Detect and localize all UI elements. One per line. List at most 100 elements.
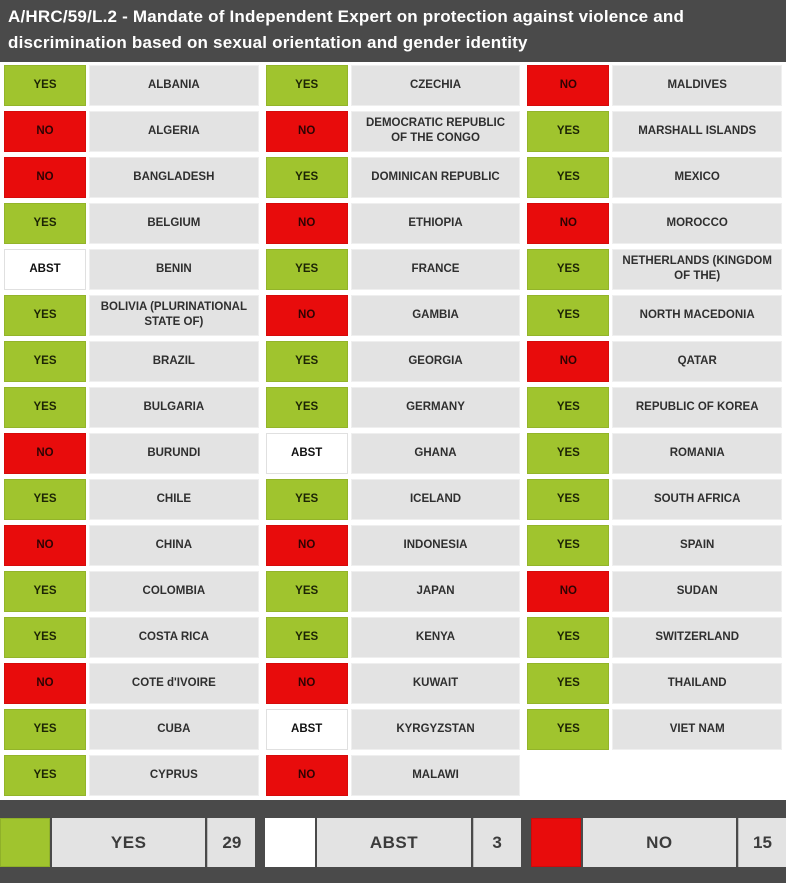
vote-row: NO BURUNDI [4,432,259,474]
country-name: BELGIUM [89,202,259,244]
vote-column-1: YES ALBANIA NO ALGERIA NO BANGLADESH YES BELGIU… [4,64,259,796]
vote-badge-no: NO [527,202,610,244]
vote-row: NO MALDIVES [527,64,783,106]
vote-row: YES KENYA [265,616,521,658]
vote-row: NO MALAWI [265,754,521,796]
country-name: BURUNDI [89,432,259,474]
summary-label-yes: YES [52,818,206,867]
vote-row: NO SUDAN [527,570,783,612]
vote-row: YES NORTH MACEDONIA [527,294,783,336]
country-name: ROMANIA [612,432,783,474]
vote-badge-yes: YES [265,570,348,612]
vote-row: NO BANGLADESH [4,156,259,198]
vote-row: YES REPUBLIC OF KOREA [527,386,783,428]
country-name: GAMBIA [350,294,521,336]
vote-badge-yes: YES [527,662,610,704]
vote-badge-abst: ABST [265,432,348,474]
vote-badge-no: NO [265,202,348,244]
vote-badge-no: NO [265,294,348,336]
country-name: CUBA [89,708,259,750]
summary-group-no: NO 15 [530,818,786,867]
country-name: INDONESIA [350,524,521,566]
vote-badge-yes: YES [4,386,86,428]
vote-row: YES GERMANY [265,386,521,428]
vote-badge-no: NO [527,570,610,612]
country-name: MALDIVES [612,64,783,106]
vote-row: ABST GHANA [265,432,521,474]
vote-badge-yes: YES [265,156,348,198]
country-name: KUWAIT [350,662,521,704]
vote-badge-no: NO [265,754,348,796]
summary-count-abst: 3 [472,818,521,867]
vote-badge-no: NO [265,524,348,566]
country-name: DOMINICAN REPUBLIC [350,156,521,198]
vote-badge-abst: ABST [4,248,86,290]
vote-row: YES SWITZERLAND [527,616,783,658]
vote-badge-abst: ABST [265,708,348,750]
country-name: COSTA RICA [89,616,259,658]
country-name: JAPAN [350,570,521,612]
summary-label-abst: ABST [317,818,471,867]
vote-badge-yes: YES [4,570,86,612]
vote-row: YES DOMINICAN REPUBLIC [265,156,521,198]
country-name: MOROCCO [612,202,783,244]
vote-row: YES CZECHIA [265,64,521,106]
vote-row: YES JAPAN [265,570,521,612]
summary-count-no: 15 [737,818,786,867]
vote-row: YES ICELAND [265,478,521,520]
yes-color-swatch [0,818,50,867]
vote-row: YES COSTA RICA [4,616,259,658]
vote-row: YES VIET NAM [527,708,783,750]
vote-row: YES CHILE [4,478,259,520]
vote-row: YES ROMANIA [527,432,783,474]
country-name: CYPRUS [89,754,259,796]
country-name: ETHIOPIA [350,202,521,244]
vote-badge-yes: YES [4,708,86,750]
vote-badge-yes: YES [527,616,610,658]
country-name: NORTH MACEDONIA [612,294,783,336]
vote-row: NO QATAR [527,340,783,382]
country-name: BENIN [89,248,259,290]
vote-row: NO MOROCCO [527,202,783,244]
summary-count-yes: 29 [207,818,256,867]
country-name: SOUTH AFRICA [612,478,783,520]
country-name: BRAZIL [89,340,259,382]
country-name: ALBANIA [89,64,259,106]
vote-row: NO INDONESIA [265,524,521,566]
vote-badge-yes: YES [4,616,86,658]
vote-badge-yes: YES [527,524,610,566]
vote-row: YES GEORGIA [265,340,521,382]
country-name: NETHERLANDS (KINGDOM OF THE) [612,248,783,290]
vote-summary-bar: YES 29 ABST 3 NO 15 [0,800,786,883]
vote-row: NO COTE d'IVOIRE [4,662,259,704]
vote-row: YES COLOMBIA [4,570,259,612]
country-name: SUDAN [612,570,783,612]
vote-badge-no: NO [265,110,348,152]
country-name: CZECHIA [350,64,521,106]
vote-row: YES BULGARIA [4,386,259,428]
vote-row: NO CHINA [4,524,259,566]
vote-badge-yes: YES [527,294,610,336]
vote-badge-no: NO [4,110,86,152]
vote-badge-yes: YES [265,248,348,290]
country-name: THAILAND [612,662,783,704]
vote-badge-yes: YES [265,478,348,520]
summary-label-no: NO [582,818,736,867]
country-name: CHILE [89,478,259,520]
vote-row: YES MEXICO [527,156,783,198]
vote-badge-no: NO [4,524,86,566]
vote-badge-no: NO [527,64,610,106]
vote-badge-no: NO [527,340,610,382]
vote-row: YES THAILAND [527,662,783,704]
country-name: DEMOCRATIC REPUBLIC OF THE CONGO [350,110,521,152]
vote-results-table: YES ALBANIA NO ALGERIA NO BANGLADESH YES BELGIU… [0,61,786,796]
vote-row: YES BOLIVIA (PLURINATIONAL STATE OF) [4,294,259,336]
vote-badge-yes: YES [527,386,610,428]
country-name: SPAIN [612,524,783,566]
country-name: QATAR [612,340,783,382]
vote-badge-no: NO [4,432,86,474]
country-name: COLOMBIA [89,570,259,612]
vote-badge-no: NO [265,662,348,704]
vote-row: YES CYPRUS [4,754,259,796]
vote-badge-yes: YES [527,110,610,152]
